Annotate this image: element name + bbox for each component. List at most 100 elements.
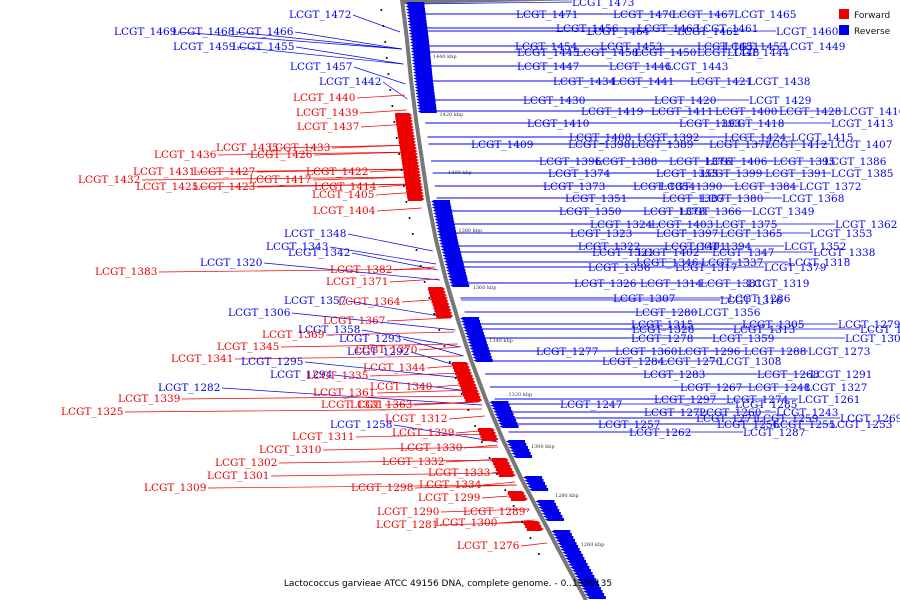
reverse-gene-arrow[interactable]: [412, 68, 432, 71]
reverse-gene-arrow[interactable]: [405, 5, 425, 8]
reverse-gene-arrow[interactable]: [411, 53, 431, 56]
forward-gene-label[interactable]: LCGT_1382: [330, 264, 392, 276]
reverse-gene-label[interactable]: LCGT_1421: [690, 76, 752, 88]
reverse-gene-label[interactable]: LCGT_1393: [679, 118, 741, 130]
reverse-gene-label[interactable]: LCGT_1458: [576, 47, 638, 59]
forward-gene-label[interactable]: LCGT_1404: [313, 205, 376, 217]
reverse-gene-arrow[interactable]: [417, 110, 437, 113]
reverse-gene-arrow[interactable]: [508, 446, 528, 449]
reverse-gene-arrow[interactable]: [405, 2, 425, 5]
reverse-gene-arrow[interactable]: [441, 248, 460, 251]
reverse-gene-label[interactable]: LCGT_1315: [631, 319, 693, 331]
reverse-gene-label[interactable]: LCGT_1320: [200, 257, 262, 269]
reverse-gene-label[interactable]: LCGT_1466: [231, 26, 294, 38]
reverse-gene-label[interactable]: LCGT_1305: [742, 319, 804, 331]
reverse-gene-arrow[interactable]: [448, 278, 468, 281]
reverse-gene-arrow[interactable]: [445, 266, 465, 269]
forward-gene-label[interactable]: LCGT_1311: [292, 431, 354, 443]
reverse-gene-arrow[interactable]: [411, 56, 431, 59]
reverse-gene-label[interactable]: LCGT_1351: [565, 193, 627, 205]
reverse-gene-label[interactable]: LCGT_1270: [660, 356, 722, 368]
reverse-gene-arrow[interactable]: [409, 32, 428, 35]
reverse-gene-label[interactable]: LCGT_1303: [845, 333, 900, 345]
forward-gene-label[interactable]: LCGT_1369: [262, 329, 324, 341]
reverse-gene-arrow[interactable]: [410, 41, 430, 44]
reverse-gene-arrow[interactable]: [551, 530, 571, 533]
reverse-gene-arrow[interactable]: [468, 344, 488, 347]
forward-gene-arrow[interactable]: [436, 314, 454, 318]
forward-gene-label[interactable]: LCGT_1281: [376, 519, 438, 531]
forward-gene-label[interactable]: LCGT_1289: [463, 506, 525, 518]
forward-gene-label[interactable]: LCGT_1331: [321, 399, 383, 411]
forward-gene-label[interactable]: LCGT_1423: [193, 181, 255, 193]
reverse-gene-label[interactable]: LCGT_1292: [347, 346, 409, 358]
reverse-gene-label[interactable]: LCGT_1442: [319, 76, 381, 88]
reverse-gene-label[interactable]: LCGT_1420: [654, 95, 716, 107]
forward-gene-label[interactable]: LCGT_1334: [419, 479, 482, 491]
reverse-gene-arrow[interactable]: [408, 26, 428, 29]
reverse-gene-label[interactable]: LCGT_1450: [634, 47, 696, 59]
reverse-gene-label[interactable]: LCGT_1467: [672, 9, 734, 21]
reverse-gene-label[interactable]: LCGT_1392: [637, 132, 699, 144]
forward-gene-label[interactable]: LCGT_1439: [296, 107, 358, 119]
reverse-gene-arrow[interactable]: [414, 86, 434, 89]
forward-gene-label[interactable]: LCGT_1435: [216, 142, 278, 154]
reverse-gene-arrow[interactable]: [498, 422, 518, 425]
reverse-gene-arrow[interactable]: [407, 20, 427, 23]
reverse-gene-label[interactable]: LCGT_1284: [602, 356, 665, 368]
reverse-gene-arrow[interactable]: [586, 596, 606, 599]
reverse-gene-arrow[interactable]: [431, 200, 450, 203]
forward-gene-label[interactable]: LCGT_1431: [133, 166, 195, 178]
reverse-gene-arrow[interactable]: [443, 257, 463, 260]
reverse-gene-arrow[interactable]: [440, 245, 460, 248]
reverse-gene-arrow[interactable]: [435, 224, 455, 227]
forward-gene-label[interactable]: LCGT_1276: [457, 540, 520, 552]
reverse-gene-label[interactable]: LCGT_1400: [715, 106, 777, 118]
reverse-gene-label[interactable]: LCGT_1419: [581, 106, 643, 118]
reverse-gene-arrow[interactable]: [415, 92, 435, 95]
reverse-gene-label[interactable]: LCGT_1378: [643, 206, 705, 218]
reverse-gene-label[interactable]: LCGT_1469: [114, 26, 176, 38]
reverse-gene-arrow[interactable]: [538, 506, 558, 509]
reverse-gene-label[interactable]: LCGT_1446: [609, 61, 672, 73]
reverse-gene-label[interactable]: LCGT_1347: [712, 247, 774, 259]
reverse-gene-label[interactable]: LCGT_1373: [543, 181, 605, 193]
reverse-gene-label[interactable]: LCGT_1291: [810, 369, 872, 381]
reverse-gene-label[interactable]: LCGT_1359: [712, 333, 774, 345]
reverse-gene-arrow[interactable]: [442, 254, 462, 257]
reverse-gene-label[interactable]: LCGT_1348: [284, 228, 346, 240]
reverse-gene-arrow[interactable]: [416, 98, 436, 101]
reverse-gene-label[interactable]: LCGT_1375: [715, 219, 777, 231]
reverse-gene-arrow[interactable]: [554, 536, 574, 539]
reverse-gene-arrow[interactable]: [431, 203, 451, 206]
reverse-gene-arrow[interactable]: [406, 14, 426, 17]
reverse-gene-label[interactable]: LCGT_1343: [266, 241, 328, 253]
reverse-gene-arrow[interactable]: [414, 83, 434, 86]
reverse-gene-label[interactable]: LCGT_1416: [843, 106, 900, 118]
reverse-gene-arrow[interactable]: [441, 251, 461, 254]
reverse-gene-arrow[interactable]: [414, 80, 433, 83]
reverse-gene-label[interactable]: LCGT_1349: [752, 206, 814, 218]
reverse-gene-label[interactable]: LCGT_1430: [523, 95, 585, 107]
reverse-gene-arrow[interactable]: [529, 488, 549, 491]
reverse-gene-arrow[interactable]: [471, 353, 491, 356]
forward-gene-label[interactable]: LCGT_1371: [326, 276, 388, 288]
reverse-gene-label[interactable]: LCGT_1456: [556, 23, 619, 35]
reverse-gene-arrow[interactable]: [524, 479, 544, 482]
reverse-gene-arrow[interactable]: [557, 542, 577, 545]
reverse-gene-label[interactable]: LCGT_1465: [734, 9, 796, 21]
forward-gene-arrow[interactable]: [407, 197, 425, 201]
reverse-gene-arrow[interactable]: [413, 77, 433, 80]
reverse-gene-label[interactable]: LCGT_1376: [669, 156, 732, 168]
reverse-gene-label[interactable]: LCGT_1398: [568, 139, 630, 151]
reverse-gene-label[interactable]: LCGT_1455: [232, 41, 294, 53]
reverse-gene-label[interactable]: LCGT_1318: [788, 257, 850, 269]
reverse-gene-label[interactable]: LCGT_1388: [595, 156, 657, 168]
reverse-gene-label[interactable]: LCGT_1368: [782, 193, 844, 205]
reverse-gene-arrow[interactable]: [559, 545, 579, 548]
forward-gene-label[interactable]: LCGT_1301: [207, 470, 269, 482]
reverse-gene-label[interactable]: LCGT_1451: [697, 41, 759, 53]
reverse-gene-arrow[interactable]: [578, 581, 598, 584]
reverse-gene-label[interactable]: LCGT_1279: [838, 319, 900, 331]
reverse-gene-label[interactable]: LCGT_1256: [717, 419, 780, 431]
